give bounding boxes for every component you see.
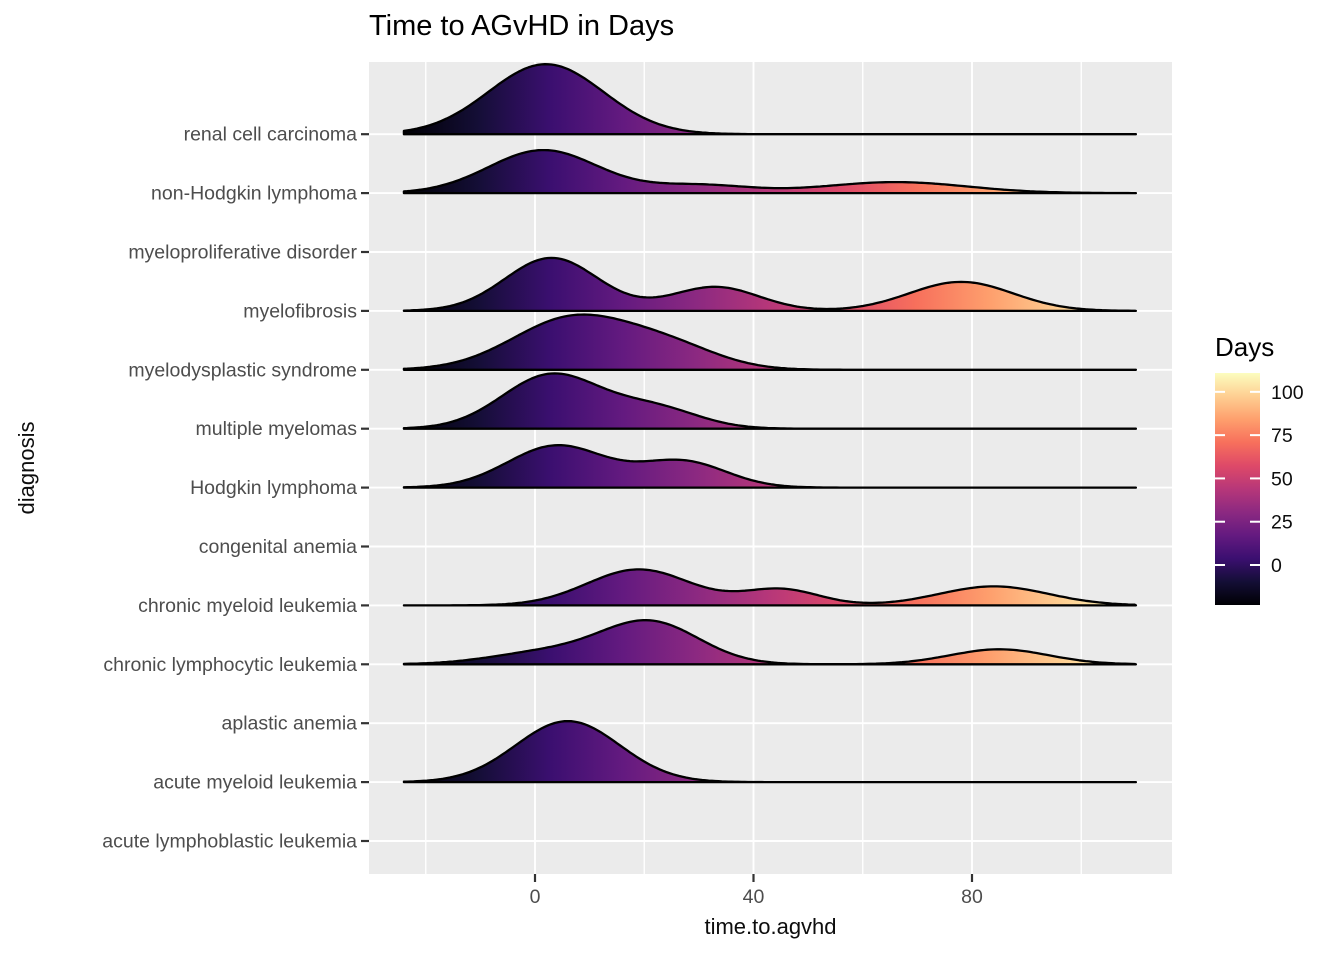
ridge-chronic-myeloid-leukemia [402, 568, 1138, 607]
ridge-chronic-lymphocytic-leukemia [402, 619, 1138, 666]
legend-colorbar [1215, 373, 1260, 605]
x-tick-label: 0 [530, 886, 541, 908]
ridge-multiple-myelomas [402, 372, 1138, 430]
legend-tick-label: 100 [1271, 382, 1304, 404]
ridge-renal-cell-carcinoma [402, 63, 1138, 136]
legend-tick-label: 75 [1271, 425, 1293, 447]
legend-tick-label: 25 [1271, 512, 1293, 534]
chart-title: Time to AGvHD in Days [369, 10, 675, 42]
ridge-Hodgkin-lymphoma [402, 444, 1138, 489]
ridges [402, 63, 1138, 784]
ridge-non-Hodgkin-lymphoma [402, 148, 1138, 195]
category-label: congenital anemia [199, 536, 357, 558]
category-label: multiple myelomas [196, 418, 358, 440]
category-label: myelofibrosis [243, 300, 357, 322]
category-label: acute lymphoblastic leukemia [102, 831, 357, 853]
legend-title: Days [1215, 332, 1275, 362]
category-label: chronic lymphocytic leukemia [103, 654, 357, 676]
category-label: renal cell carcinoma [184, 124, 358, 146]
category-label: myelodysplastic syndrome [128, 359, 357, 381]
category-label: chronic myeloid leukemia [138, 595, 357, 617]
category-label: myeloproliferative disorder [128, 242, 357, 264]
category-label: Hodgkin lymphoma [190, 477, 357, 499]
axis-labels: 0 40 80 renal cell carcinoma non-Hodgkin lym… [102, 124, 983, 908]
x-axis-title: time.to.agvhd [704, 914, 837, 939]
legend-tick-label: 0 [1271, 555, 1282, 577]
ridge-myelofibrosis [402, 256, 1138, 313]
legend-tick-label: 50 [1271, 468, 1293, 490]
x-tick-label: 80 [961, 886, 983, 908]
category-label: aplastic anemia [222, 713, 358, 735]
category-label: acute myeloid leukemia [153, 772, 357, 794]
category-label: non-Hodgkin lymphoma [151, 183, 357, 205]
axis-ticks [361, 133, 974, 882]
ridge-acute-myeloid-leukemia [402, 719, 1138, 784]
y-axis-title: diagnosis [14, 421, 39, 515]
ridge-myelodysplastic-syndrome [402, 313, 1138, 371]
legend: 100 75 50 25 0 [1215, 373, 1304, 605]
x-tick-label: 40 [743, 886, 765, 908]
